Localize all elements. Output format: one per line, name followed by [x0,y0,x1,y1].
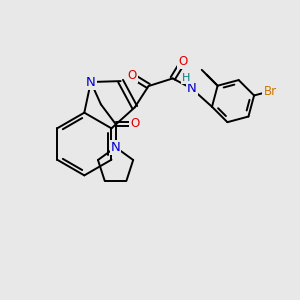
Text: Br: Br [263,85,277,98]
Text: N: N [111,141,120,154]
Text: O: O [130,117,140,130]
Text: N: N [187,82,196,95]
Text: N: N [111,141,120,154]
Text: N: N [86,76,96,88]
Text: O: O [128,69,136,82]
Text: H: H [182,73,190,83]
Text: O: O [178,56,188,68]
